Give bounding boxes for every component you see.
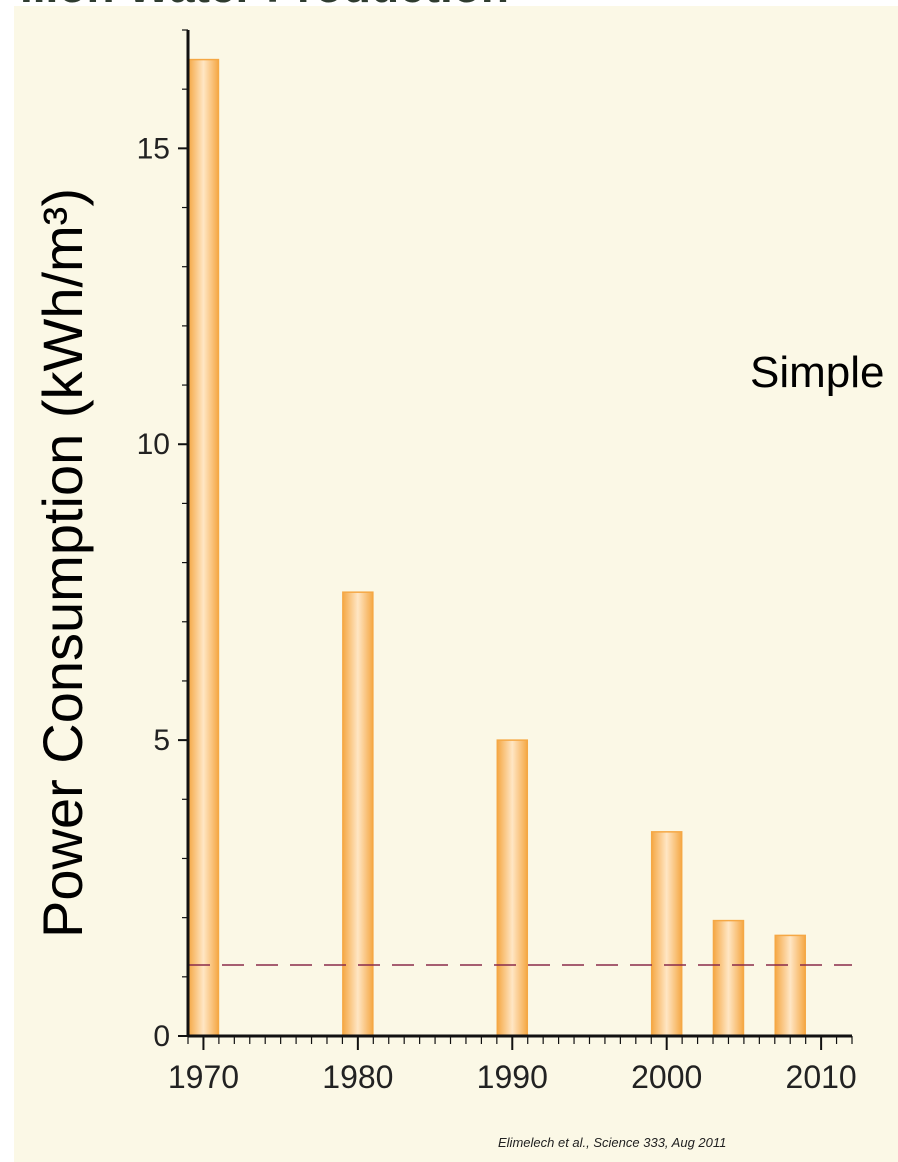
x-tick-label: 1970 [168,1059,239,1095]
y-tick-label: 0 [153,1020,170,1053]
y-tick-label: 5 [153,724,170,757]
bars-group [187,58,806,1037]
x-tick-label: 2010 [786,1059,857,1095]
side-text-fragment: Simple [750,348,885,397]
x-tick-label: 1980 [322,1059,393,1095]
bar-2004 [712,919,745,1037]
bar-2000 [650,831,683,1037]
axes-group: 0 5 10 15 1970 1980 1990 2000 2010 [137,29,857,1095]
x-tick-label: 2000 [631,1059,702,1095]
bar-1970 [187,58,220,1037]
y-tick-label: 10 [137,428,170,461]
bar-2008 [774,934,806,1037]
bar-1980 [342,591,374,1037]
slide-heading-fragment: ...on Water Production [20,0,509,12]
y-axis-label: Power Consumption (kWh/m³) [31,188,94,938]
citation: Elimelech et al., Science 333, Aug 2011 [498,1135,726,1150]
x-tick-label: 1990 [477,1059,548,1095]
bar-1990 [496,739,529,1037]
y-tick-label: 15 [137,132,170,165]
chart-panel [14,6,898,1162]
